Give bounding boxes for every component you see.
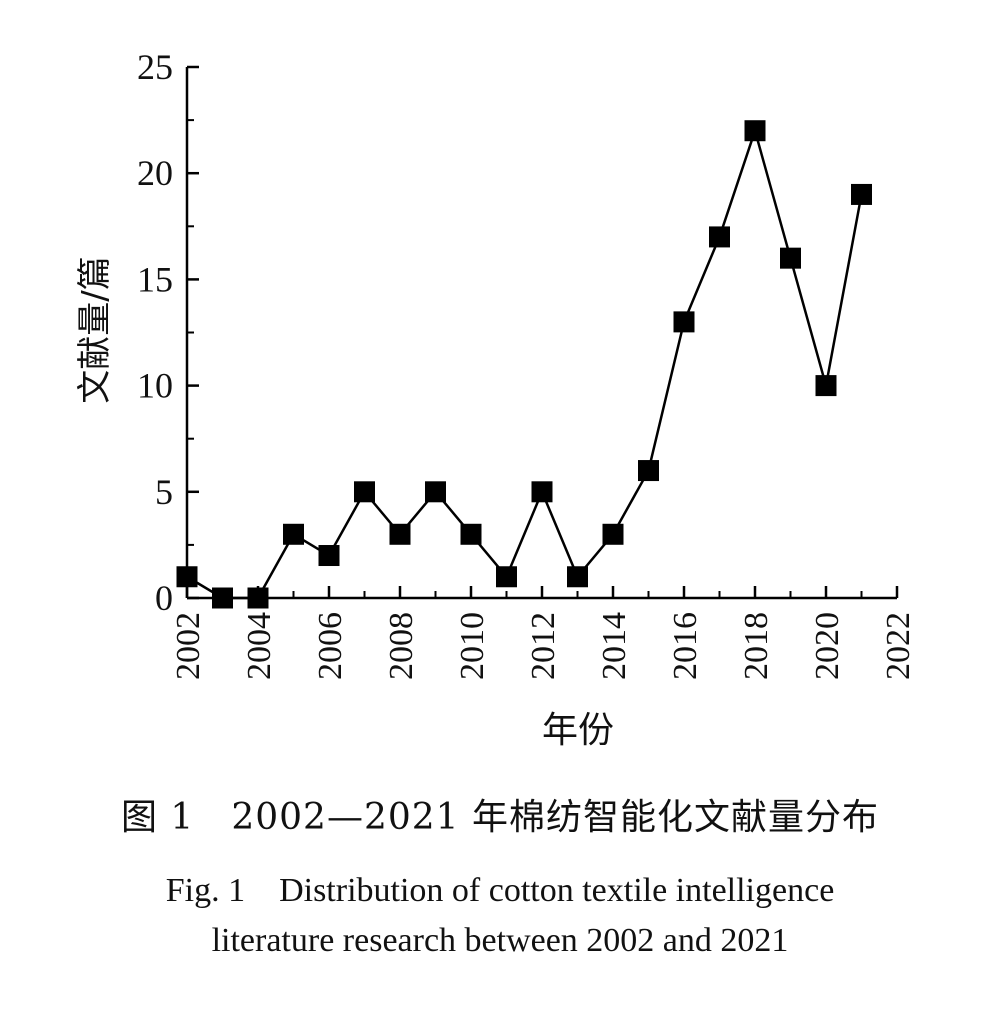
y-tick-label: 15	[137, 259, 173, 299]
x-axis-label: 年份	[542, 710, 614, 751]
data-point-2010	[460, 523, 482, 545]
chart-series	[176, 120, 872, 609]
data-point-2004	[247, 587, 269, 609]
data-point-2017	[709, 226, 730, 248]
data-point-2021	[851, 183, 872, 205]
x-tick-label: 2014	[596, 612, 633, 680]
x-tick-label: 2020	[809, 612, 846, 680]
y-tick-label: 10	[137, 366, 173, 406]
x-tick-label: 2012	[525, 612, 562, 680]
data-point-2003	[212, 587, 233, 609]
y-tick-label: 0	[155, 578, 173, 618]
figure-caption-english-line2: literature research between 2002 and 202…	[211, 922, 789, 959]
y-tick-label: 5	[155, 472, 173, 512]
data-point-2013	[567, 566, 588, 588]
data-point-2012	[531, 481, 553, 503]
x-tick-label: 2016	[667, 612, 704, 680]
x-tick-label: 2002	[170, 612, 207, 680]
x-tick-label: 2006	[312, 612, 349, 680]
y-tick-label: 25	[137, 47, 173, 87]
data-point-2014	[602, 523, 624, 545]
figure-caption-english-line1: Fig. 1 Distribution of cotton textile in…	[165, 872, 835, 909]
y-axis-label: 文献量/篇	[75, 256, 115, 403]
data-point-2018	[744, 120, 766, 142]
data-point-2009	[425, 481, 446, 503]
data-point-2007	[354, 481, 375, 503]
x-tick-label: 2022	[880, 612, 917, 680]
chart-ticks: 0 5 10 15 20 25 2002 2004 2006 2008 2010 2012 2014 20…	[137, 47, 917, 680]
data-point-2019	[780, 247, 801, 269]
data-point-2002	[176, 566, 198, 588]
data-point-2015	[638, 460, 659, 482]
data-point-2016	[673, 311, 695, 333]
line-chart: 0 5 10 15 20 25 2002 2004 2006 2008 2010 2012 2014 20…	[75, 47, 917, 751]
data-point-2005	[283, 523, 304, 545]
data-point-2011	[496, 566, 517, 588]
x-tick-label: 2010	[454, 612, 491, 680]
chart-axes	[185, 67, 897, 600]
figure-caption-chinese: 图 1 2002—2021 年棉纺智能化文献量分布	[120, 797, 880, 838]
y-tick-label: 20	[137, 153, 173, 193]
x-tick-label: 2004	[241, 612, 278, 680]
x-tick-label: 2018	[738, 612, 775, 680]
data-point-2020	[815, 375, 837, 397]
x-tick-label: 2008	[383, 612, 420, 680]
data-point-2006	[318, 545, 340, 567]
data-point-2008	[389, 523, 411, 545]
